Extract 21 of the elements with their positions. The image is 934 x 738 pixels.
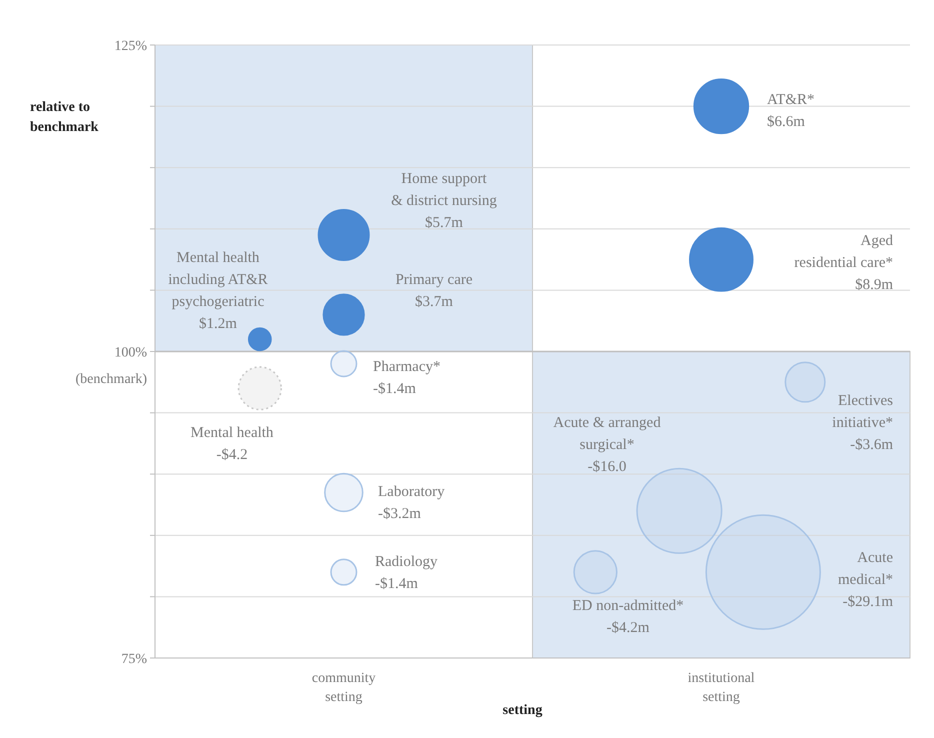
x-axis-title: setting [502,703,542,718]
annotation: Acute & arranged surgical* -$16.0 [553,415,662,475]
x-tick-label: institutional setting [688,671,755,705]
annotation: Electives initiative* -$3.6m [832,393,894,453]
annotation: Home support & district nursing $5.7m [391,171,498,231]
y-axis-title: relative to benchmark [30,100,99,135]
text: (benchmark) [75,372,148,387]
annotation: ED non-admitted* -$4.2m [572,598,684,636]
y-tick-label: 75% [121,652,148,667]
annotation: Mental health -$4.2 [190,425,274,463]
x-tick-label: community setting [312,671,376,705]
annotation: Primary care $3.7m [395,272,473,310]
y-tick-label: 100% [114,346,148,360]
annotation: Laboratory -$3.2m [378,484,446,522]
annotation: Radiology -$1.4m [375,554,438,592]
y-tick-label: 125% [114,39,148,54]
annotation: Mental health including AT&R psychogeriatric $1.2m [168,250,268,332]
annotation: AT&R* $6.6m [767,92,815,130]
annotation: Acute medical* -$29.1m [838,550,894,610]
annotation: Aged residential care* $8.9m [794,233,894,293]
annotation: Pharmacy* -$1.4m [373,359,440,397]
